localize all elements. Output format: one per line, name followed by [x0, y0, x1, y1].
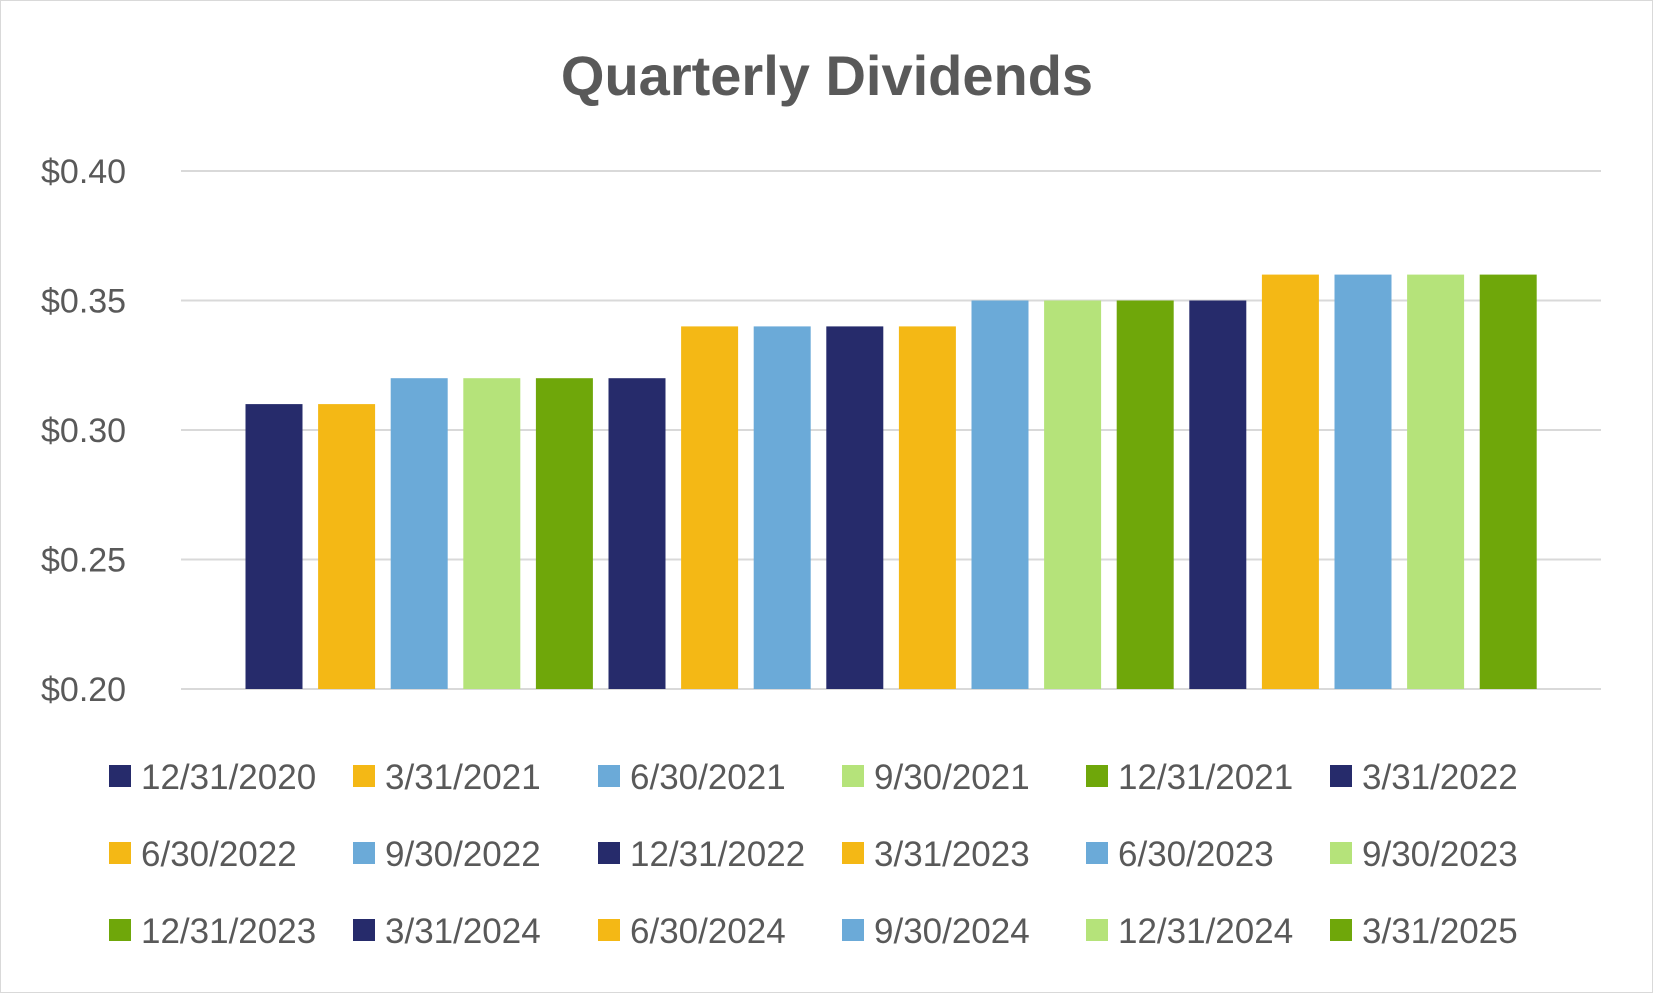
legend-label: 3/31/2024: [385, 912, 541, 951]
legend-label: 9/30/2023: [1362, 835, 1518, 874]
legend-item: 12/31/2022: [598, 835, 805, 874]
legend-label: 9/30/2021: [874, 758, 1030, 797]
bar: [1261, 274, 1319, 689]
bar: [971, 300, 1029, 689]
legend-label: 12/31/2020: [141, 758, 316, 797]
legend-item: 12/31/2024: [1086, 912, 1293, 951]
chart-title: Quarterly Dividends: [561, 44, 1093, 107]
y-tick-label: $0.30: [41, 412, 126, 450]
legend-swatch: [109, 765, 131, 787]
legend-item: 12/31/2020: [109, 758, 316, 797]
bars: [245, 274, 1537, 689]
legend-item: 9/30/2024: [842, 912, 1030, 951]
bar: [1116, 300, 1174, 689]
legend-label: 12/31/2023: [141, 912, 316, 951]
legend-item: 6/30/2023: [1086, 835, 1274, 874]
bar: [1479, 274, 1537, 689]
legend-swatch: [598, 842, 620, 864]
legend-swatch: [353, 919, 375, 941]
legend-label: 6/30/2021: [630, 758, 786, 797]
legend-swatch: [109, 842, 131, 864]
bar: [1044, 300, 1102, 689]
legend-label: 6/30/2024: [630, 912, 786, 951]
legend-label: 6/30/2023: [1118, 835, 1274, 874]
legend: 12/31/2020 3/31/2021 6/30/2021 9/30/2021 12/…: [109, 758, 1518, 951]
legend-item: 6/30/2022: [109, 835, 297, 874]
legend-label: 6/30/2022: [141, 835, 297, 874]
bar: [318, 404, 376, 689]
legend-swatch: [109, 919, 131, 941]
legend-item: 12/31/2023: [109, 912, 316, 951]
bar: [1189, 300, 1247, 689]
legend-swatch: [1086, 919, 1108, 941]
legend-swatch: [1330, 842, 1352, 864]
legend-label: 3/31/2022: [1362, 758, 1518, 797]
bar: [245, 404, 303, 689]
bar: [608, 378, 666, 689]
legend-swatch: [353, 765, 375, 787]
legend-item: 9/30/2022: [353, 835, 541, 874]
legend-item: 3/31/2024: [353, 912, 541, 951]
y-tick-label: $0.25: [41, 542, 126, 580]
legend-swatch: [1086, 842, 1108, 864]
legend-swatch: [842, 765, 864, 787]
bar: [463, 378, 521, 689]
legend-label: 3/31/2025: [1362, 912, 1518, 951]
legend-item: 3/31/2023: [842, 835, 1030, 874]
legend-label: 3/31/2023: [874, 835, 1030, 874]
legend-swatch: [598, 765, 620, 787]
legend-swatch: [842, 842, 864, 864]
legend-swatch: [1086, 765, 1108, 787]
legend-item: 3/31/2025: [1330, 912, 1518, 951]
bar: [1407, 274, 1465, 689]
legend-item: 12/31/2021: [1086, 758, 1293, 797]
y-tick-label: $0.20: [41, 671, 126, 709]
legend-label: 12/31/2022: [630, 835, 805, 874]
legend-label: 12/31/2024: [1118, 912, 1293, 951]
y-tick-label: $0.40: [41, 153, 126, 191]
bar: [1334, 274, 1392, 689]
legend-item: 9/30/2021: [842, 758, 1030, 797]
legend-item: 9/30/2023: [1330, 835, 1518, 874]
legend-swatch: [598, 919, 620, 941]
y-tick-label: $0.35: [41, 283, 126, 321]
bar: [898, 326, 956, 689]
legend-label: 9/30/2024: [874, 912, 1030, 951]
legend-swatch: [353, 842, 375, 864]
legend-label: 9/30/2022: [385, 835, 541, 874]
legend-label: 12/31/2021: [1118, 758, 1293, 797]
bar: [535, 378, 593, 689]
bar: [681, 326, 739, 689]
legend-swatch: [1330, 765, 1352, 787]
legend-item: 3/31/2022: [1330, 758, 1518, 797]
y-axis-ticks: $0.20 $0.25 $0.30 $0.35 $0.40: [41, 153, 126, 709]
legend-item: 3/31/2021: [353, 758, 541, 797]
bar: [826, 326, 884, 689]
legend-swatch: [842, 919, 864, 941]
legend-label: 3/31/2021: [385, 758, 541, 797]
bar: [390, 378, 448, 689]
legend-item: 6/30/2021: [598, 758, 786, 797]
legend-swatch: [1330, 919, 1352, 941]
bar: [753, 326, 811, 689]
legend-item: 6/30/2024: [598, 912, 786, 951]
